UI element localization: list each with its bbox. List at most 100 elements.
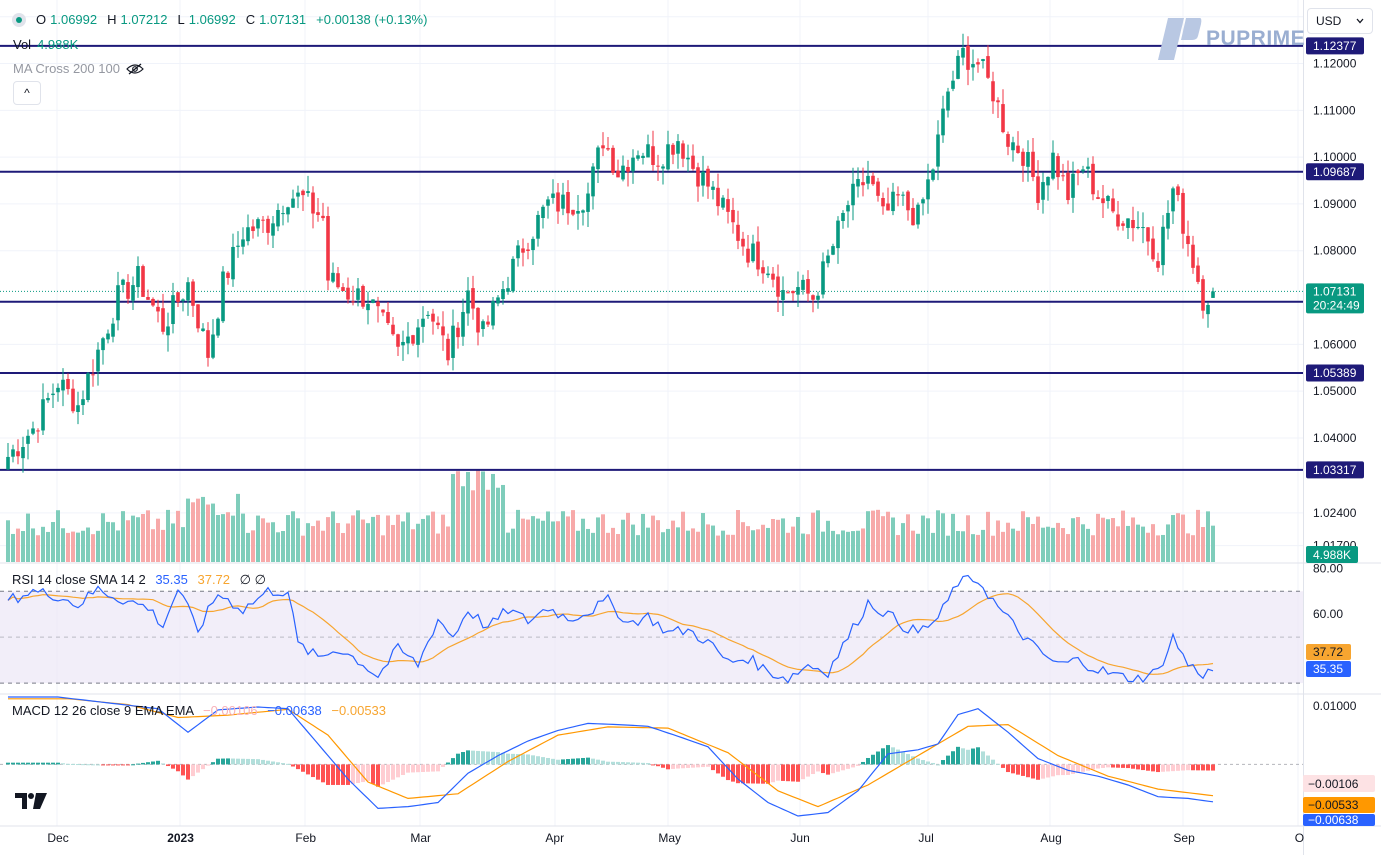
price-level-badge-bg	[1306, 163, 1364, 181]
volume-bar	[1096, 513, 1100, 562]
candle-body	[81, 399, 85, 406]
time-axis-tick: Dec	[47, 831, 68, 845]
candle-body	[51, 393, 55, 396]
macd-histogram-bar	[136, 763, 140, 765]
candle-body	[206, 330, 210, 358]
volume-bar	[501, 484, 505, 562]
ohlc-open-key: O	[36, 12, 47, 27]
candle-body	[1081, 169, 1085, 172]
volume-bar	[1006, 522, 1010, 562]
macd-histogram-bar	[306, 764, 310, 775]
price-axis-tick: 1.05000	[1313, 384, 1357, 398]
volume-bar	[1026, 517, 1030, 562]
volume-bar	[216, 514, 220, 562]
macd-histogram-bar	[1016, 764, 1020, 775]
tradingview-logo-icon[interactable]	[14, 790, 48, 812]
volume-bar	[901, 523, 905, 562]
macd-histogram-bar	[1126, 764, 1130, 769]
macd-signal-badge-bg	[1303, 797, 1375, 813]
macd-histogram-bar	[986, 755, 990, 765]
volume-bar	[931, 532, 935, 562]
candle-body	[581, 210, 585, 213]
macd-histogram-bar	[421, 764, 425, 772]
candle-body	[621, 165, 625, 180]
macd-histogram-bar	[386, 764, 390, 783]
volume-bar	[561, 511, 565, 562]
eye-off-icon[interactable]	[126, 63, 144, 75]
rsi-legend[interactable]: RSI 14 close SMA 14 2 35.35 37.72 ∅ ∅	[12, 572, 266, 588]
macd-histogram-bar	[796, 764, 800, 782]
candle-body	[286, 207, 290, 215]
candle-body	[291, 198, 295, 208]
collapse-legend-button[interactable]: ^	[13, 81, 41, 105]
macd-legend-value: −0.00638	[267, 703, 322, 718]
candle-body	[756, 241, 760, 270]
volume-bar	[681, 511, 685, 562]
candle-body	[321, 215, 325, 219]
volume-bar	[341, 533, 345, 562]
time-axis-tick: Apr	[545, 831, 564, 845]
macd-histogram-bar	[431, 764, 435, 772]
macd-histogram-bar	[456, 753, 460, 765]
candle-body	[11, 449, 15, 457]
candle-body	[1091, 163, 1095, 195]
volume-bar	[1181, 514, 1185, 562]
macd-histogram-bar	[36, 762, 40, 765]
volume-bar	[421, 518, 425, 562]
macd-histogram-bar	[61, 763, 65, 765]
candle-body	[396, 334, 400, 347]
ma-cross-legend[interactable]: MA Cross 200 100	[13, 61, 144, 76]
candle-body	[801, 279, 805, 290]
candle-body	[446, 338, 450, 361]
volume-bar	[126, 520, 130, 562]
volume-bar	[211, 503, 215, 562]
volume-bar	[201, 496, 205, 562]
ohlc-open-value: 1.06992	[50, 12, 98, 27]
macd-histogram-bar	[96, 764, 100, 766]
candle-body	[946, 91, 950, 111]
volume-bar	[841, 530, 845, 562]
volume-bar	[866, 511, 870, 562]
candle-body	[516, 245, 520, 259]
macd-histogram-bar	[1046, 764, 1050, 778]
volume-bar	[1091, 535, 1095, 562]
time-axis-tick: Aug	[1040, 831, 1061, 845]
candle-body	[166, 326, 170, 336]
macd-legend[interactable]: MACD 12 26 close 9 EMA EMA −0.00106 −0.0…	[12, 703, 386, 718]
price-level-badge: 1.12377	[1313, 39, 1357, 53]
candle-body	[106, 333, 110, 340]
macd-histogram-bar	[1076, 764, 1080, 773]
candle-body	[216, 318, 220, 336]
macd-histogram-bar	[661, 764, 665, 768]
volume-bar	[326, 517, 330, 562]
candle-body	[1211, 291, 1215, 298]
volume-bar	[481, 471, 485, 562]
macd-histogram-bar	[751, 764, 755, 784]
volume-bar	[511, 528, 515, 562]
volume-bar	[186, 498, 190, 562]
macd-histogram-bar	[321, 764, 325, 783]
currency-select[interactable]: USD	[1307, 8, 1373, 34]
macd-histogram-bar	[621, 762, 625, 765]
macd-histogram-bar	[231, 758, 235, 765]
macd-histogram-bar	[1136, 764, 1140, 770]
macd-histogram-bar	[66, 763, 70, 765]
volume-bar	[391, 524, 395, 562]
volume-bar	[721, 530, 725, 562]
candle-body	[816, 295, 820, 300]
candle-body	[696, 167, 700, 187]
macd-histogram-bar	[771, 764, 775, 783]
candle-body	[496, 297, 500, 304]
candle-body	[171, 295, 175, 325]
candle-body	[616, 170, 620, 178]
candle-body	[1021, 151, 1025, 166]
volume-legend[interactable]: Vol 4.988K	[13, 37, 78, 52]
volume-bar	[1136, 524, 1140, 562]
macd-histogram-bar	[881, 748, 885, 765]
candle-body	[346, 287, 350, 300]
candle-body	[521, 248, 525, 253]
volume-bar	[771, 518, 775, 562]
macd-histogram-bar	[616, 761, 620, 765]
